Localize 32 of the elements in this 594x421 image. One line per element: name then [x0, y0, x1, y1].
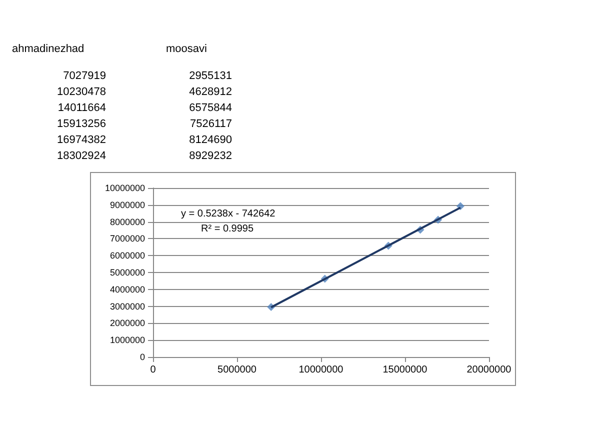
text: 6575844	[189, 102, 232, 114]
y-tick-label: 0	[140, 352, 145, 362]
y-tick-label: 2000000	[110, 318, 145, 328]
y-tick-label: 9000000	[110, 200, 145, 210]
x-tick-label: 20000000	[466, 364, 512, 376]
y-tick-label: 10000000	[104, 183, 145, 193]
text: 16974382	[57, 134, 106, 146]
x-tick-label: 10000000	[298, 364, 344, 376]
y-tick-label: 7000000	[110, 234, 145, 244]
text: 4628912	[189, 86, 232, 98]
x-tick-label: 15000000	[382, 364, 428, 376]
y-tick-label: 5000000	[110, 268, 145, 278]
annotation: y = 0.5238x - 742642	[181, 208, 276, 220]
text: 8929232	[189, 150, 232, 162]
text: 8124690	[189, 134, 232, 146]
annotation: R² = 0.9995	[201, 224, 254, 234]
text: 15913256	[57, 118, 106, 130]
x-tick-label: 5000000	[218, 364, 257, 376]
text: 2955131	[189, 70, 232, 82]
text: ahmadinezhad	[12, 43, 84, 55]
text: moosavi	[166, 43, 207, 55]
y-tick-label: 3000000	[110, 301, 145, 312]
y-tick-label: 1000000	[110, 335, 145, 346]
y-tick-label: 8000000	[110, 216, 145, 227]
text: 10230478	[57, 86, 106, 98]
y-tick-label: 6000000	[110, 250, 145, 261]
text: 7526117	[190, 118, 232, 130]
x-tick-label: 0	[150, 364, 156, 376]
text: 7027919	[63, 70, 106, 82]
text: 14011664	[58, 102, 106, 114]
text: 18302924	[57, 150, 106, 162]
y-tick-label: 4000000	[110, 284, 145, 294]
